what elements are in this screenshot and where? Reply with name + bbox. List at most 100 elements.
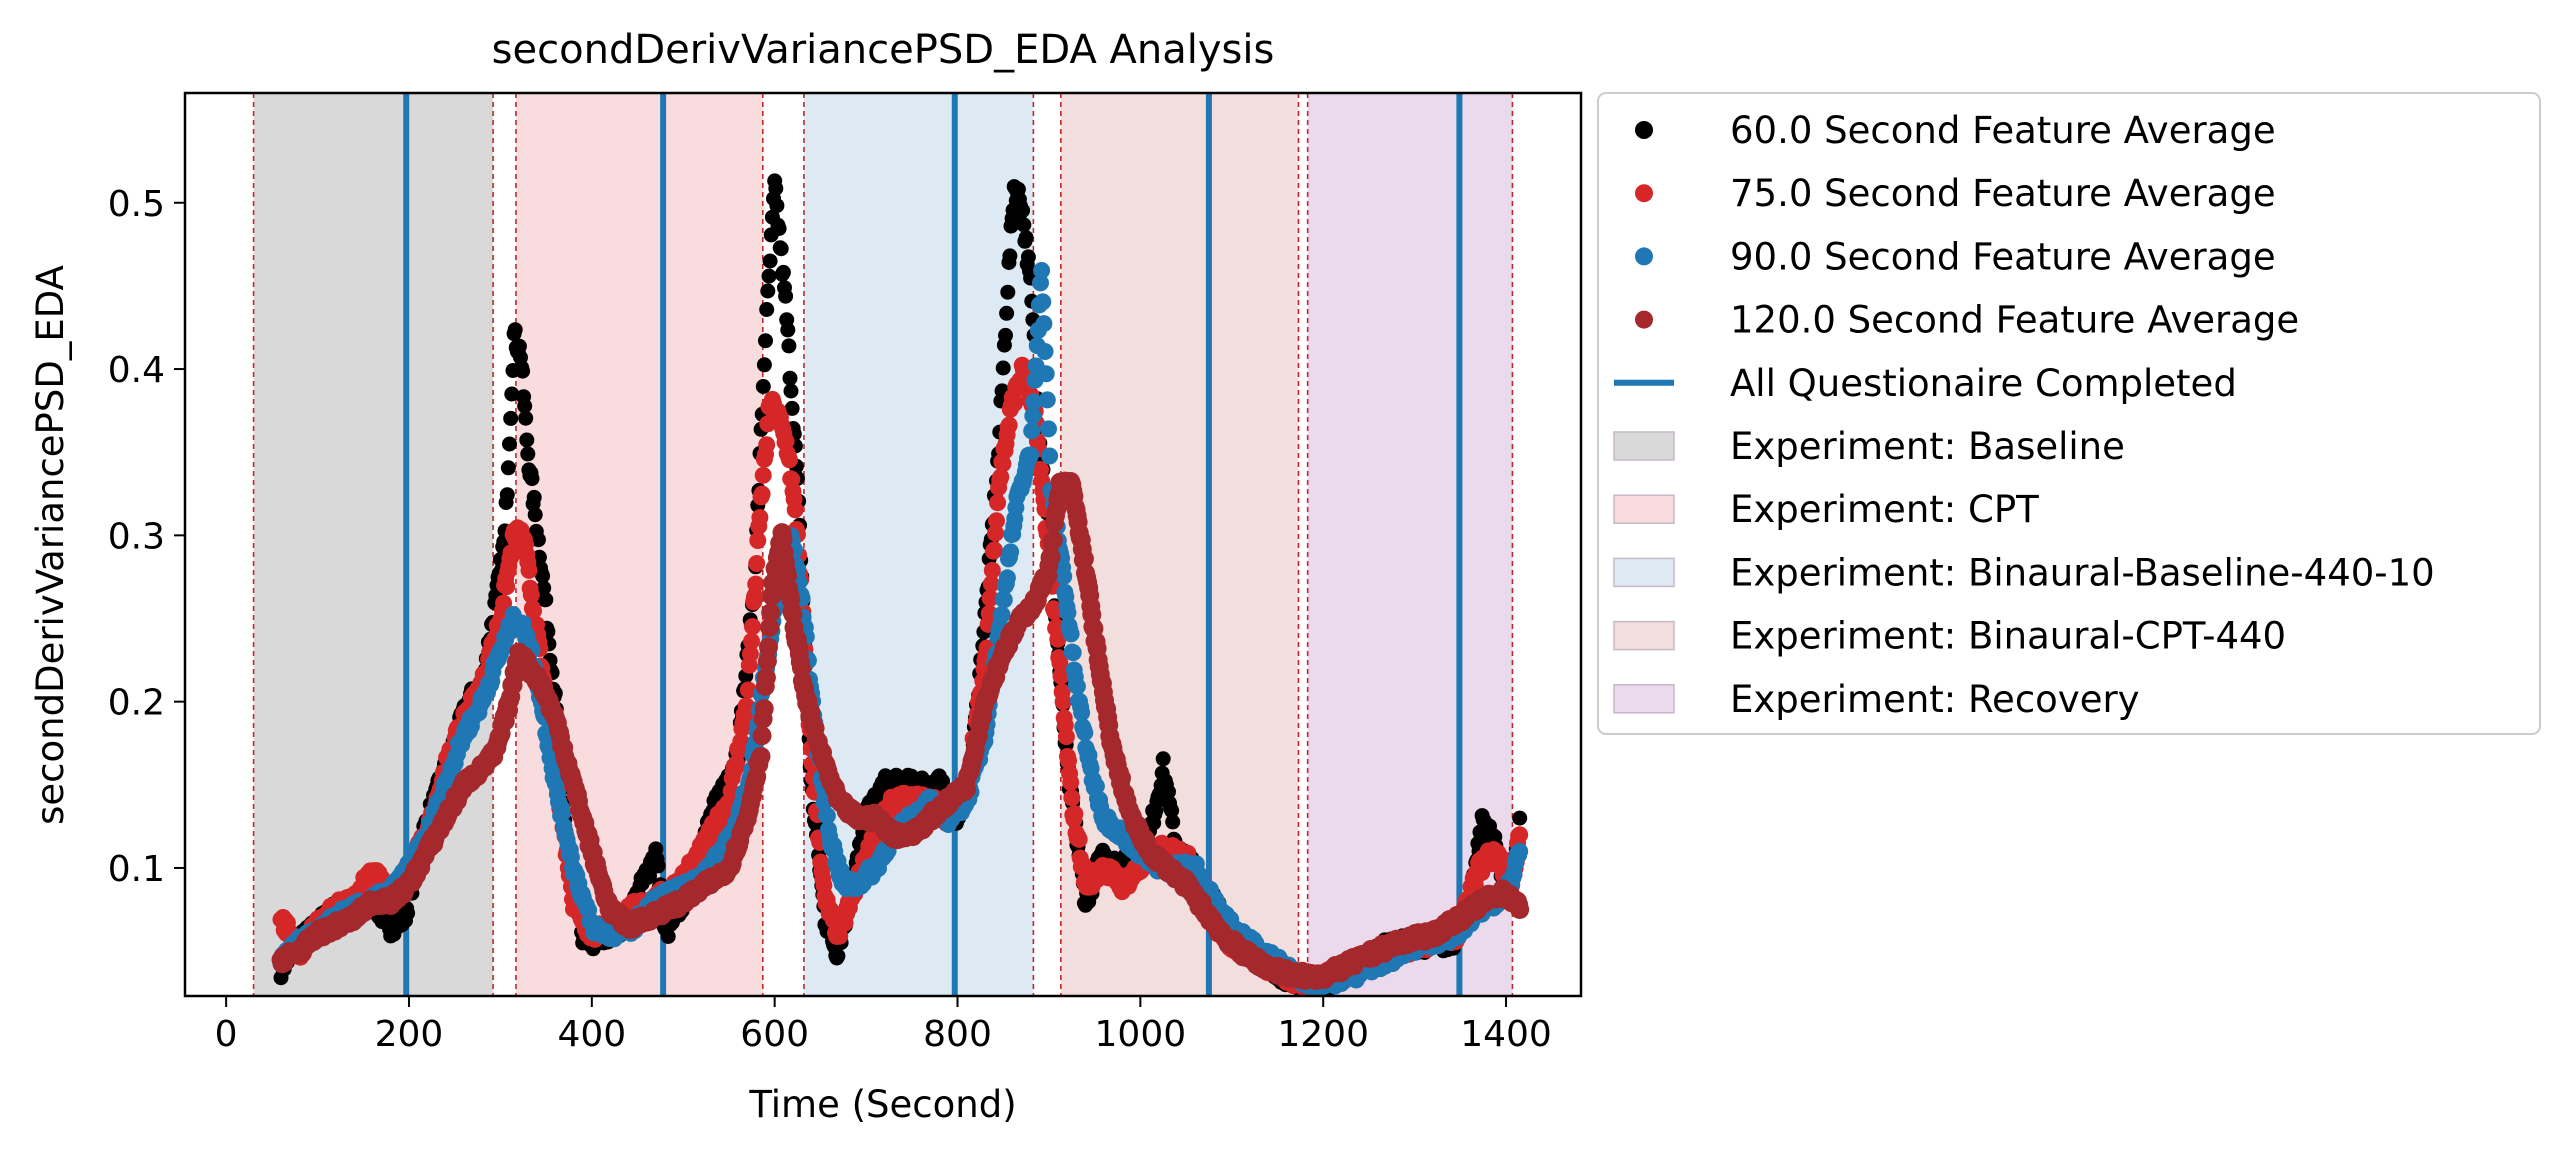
series-4 [271,471,1530,990]
x-tick-label: 800 [923,1014,992,1055]
series-1-point [1016,217,1032,233]
series-1-point [780,322,796,338]
series-1-point [660,929,676,944]
legend-marker-series-1 [1635,121,1653,139]
series-2-point [758,436,776,454]
series-2-point [992,468,1010,486]
x-tick-label: 200 [375,1014,444,1055]
series-1-point [1512,810,1528,826]
series-3-point [1059,604,1077,622]
x-tick-label: 400 [557,1014,626,1055]
legend-label: Experiment: Binaural-Baseline-440-10 [1730,551,2435,594]
series-3-point [1033,262,1051,279]
series-2-point [498,578,516,596]
x-axis-label: Time (Second) [748,1083,1016,1126]
series-1-point [520,446,536,462]
series-2-point [981,589,999,607]
series-3-point [1036,343,1054,360]
legend-swatch-region-3 [1613,557,1675,588]
series-1-point [1165,814,1181,830]
series-4-point [957,779,977,799]
series-3-point [995,591,1013,609]
series-4-point [1041,547,1061,567]
series-4-point [760,617,780,637]
y-tick-label: 0.1 [108,849,165,890]
series-2-point [746,588,764,605]
series-3-point [1087,777,1105,795]
series-1-point [526,489,542,505]
series-1-point [775,264,791,280]
x-tick-label: 1400 [1460,1014,1552,1055]
legend-label: Experiment: Binaural-CPT-440 [1730,615,2286,658]
series-3-point [1037,365,1055,383]
series-2-point [754,466,772,484]
series-1-point [830,948,846,964]
series-1-point [527,507,543,523]
series-3-point [1035,315,1053,333]
series-3-point [1002,543,1020,561]
series-2-point [1070,830,1088,848]
series-3-point [993,606,1011,624]
series-3-point [998,569,1016,587]
series-1-point [517,398,533,414]
series-3-point [1055,568,1073,585]
series-1-point [773,241,789,257]
series-2-point [777,432,795,450]
x-tick-label: 1200 [1277,1014,1369,1055]
x-tick-label: 1000 [1095,1014,1187,1055]
series-3-point [1076,724,1094,742]
series-2-point [985,541,1003,559]
series-2-point [831,927,849,945]
series-1-point [500,460,516,476]
series-1-point [760,283,776,299]
series-2-point [747,575,765,593]
legend-label: Experiment: Baseline [1730,425,2125,468]
series-1-point [783,383,799,399]
x-axis: 0 200 400 600 800 1000 1200 1400 [215,996,1552,1055]
y-tick-label: 0.4 [108,350,165,391]
series-1-point [502,436,517,452]
series-1-point [998,327,1013,343]
series-1-point [999,305,1015,321]
series-3-point [818,807,836,825]
series-1-point [1020,249,1036,265]
series-2-point [1052,667,1070,685]
series-2-point [1048,618,1066,636]
plot-frame [183,91,1583,998]
series-1-point [1002,248,1018,264]
series-4-point [761,603,781,623]
series-2-point [983,561,1001,579]
series-1-point [515,363,531,379]
chart-title: secondDerivVariancePSD_EDA Analysis [492,27,1275,73]
series-1-point [778,288,794,304]
series-4-point [757,651,777,671]
series-2-point [741,645,759,663]
legend-label: Experiment: CPT [1730,488,2039,531]
series-3-point [1040,420,1057,438]
series-2-point [520,561,538,579]
legend-marker-series-2 [1635,184,1653,203]
legend-marker-series-4 [1635,310,1653,329]
series-2-point [1066,805,1084,823]
series-2-point [744,618,761,636]
series-1-point [650,858,666,874]
series-3-point [1024,407,1042,425]
series-2-point [1051,654,1069,672]
x-tick-label: 0 [215,1014,238,1055]
series-1-point [756,357,772,373]
series-3-point [1023,422,1041,440]
legend-label: 90.0 Second Feature Average [1730,235,2276,278]
y-axis: 0.10.20.30.40.5 [108,184,185,890]
series-1-point [1161,784,1176,800]
series-4-point [1510,900,1530,919]
series-4-point [756,668,776,688]
series-2-point [753,485,771,503]
series-1-point [784,400,800,416]
series-3-point [1022,446,1040,464]
y-tick-label: 0.5 [108,184,165,225]
y-tick-label: 0.2 [108,683,165,724]
series-1-point [518,410,534,426]
series-2-point [1511,826,1529,844]
